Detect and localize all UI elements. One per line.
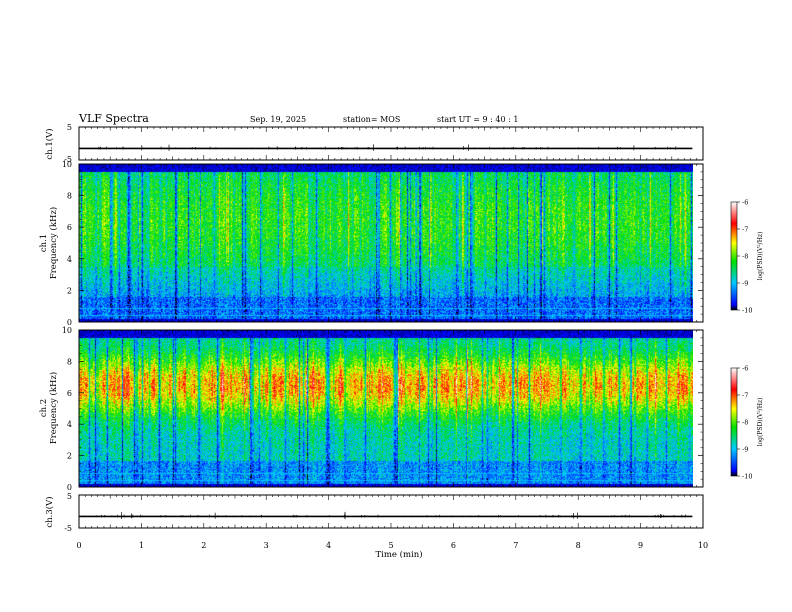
ch1-ytick-top: 5: [67, 123, 72, 132]
y-tick-label: 10: [62, 160, 72, 169]
ch2-spectrogram-panel: 0 2 4 6 8 10 ch.2 Frequency (kHz) -6 -7 -8 -9 -10…: [39, 326, 764, 492]
ch1-waveform-trace: [79, 144, 693, 151]
ch2-spectrogram-yticks: 0 2 4 6 8 10: [62, 326, 703, 492]
ch1-waveform-panel: 5 -5 ch.1(V): [44, 123, 704, 164]
x-tick-label: 2: [201, 541, 206, 550]
x-tick-label: 4: [326, 541, 331, 550]
colorbar-tick-label: -9: [742, 280, 748, 288]
y-tick-label: 2: [67, 286, 72, 295]
colorbar-tick-label: -10: [742, 473, 752, 481]
ch3-waveform-ylabel: ch.3(V): [44, 496, 55, 527]
ch2-colorbar: [730, 367, 738, 477]
ch2-colorbar-label: log(PSD)(V²/Hz): [757, 398, 764, 447]
ch2-ylabel-channel: ch.2: [39, 399, 49, 417]
colorbar-tick-label: -10: [742, 307, 752, 315]
x-tick-label: 0: [76, 541, 81, 550]
ch1-spectrogram-panel: 0 2 4 6 8 10 ch.1 Frequency (kHz) -6 -7 -8 -9 -10…: [39, 160, 764, 327]
header-station: station= MOS: [343, 115, 400, 124]
y-tick-label: 0: [67, 483, 72, 492]
header-start-time: start UT = 9 : 40 : 1: [437, 115, 518, 124]
time-axis-ticks: [78, 127, 704, 528]
ch1-ylabel-frequency: Frequency (kHz): [48, 207, 59, 279]
y-tick-label: 4: [67, 420, 72, 429]
ch3-ytick-top: 5: [67, 492, 72, 501]
x-tick-label: 6: [451, 541, 456, 550]
y-tick-label: 2: [67, 452, 72, 461]
time-axis-label: Time (min): [375, 549, 422, 560]
header-date: Sep. 19, 2025: [250, 115, 306, 124]
ch1-spectrogram-image: [79, 164, 693, 322]
y-tick-label: 8: [67, 192, 72, 201]
y-tick-label: 6: [67, 389, 72, 398]
ch3-waveform-panel: 5 -5 ch.3(V): [44, 492, 704, 533]
x-tick-label: 5: [388, 541, 393, 550]
time-axis-tick-labels: 0 1 2 3 4 5 6 7 8 9 10: [76, 541, 708, 550]
ch1-colorbar-ticks: -6 -7 -8 -9 -10: [737, 199, 752, 315]
ch1-colorbar-label: log(PSD)(V²/Hz): [757, 232, 764, 281]
ch1-spectrogram-yticks: 0 2 4 6 8 10: [62, 160, 703, 327]
ch1-colorbar: [730, 201, 738, 311]
ch2-ylabel-frequency: Frequency (kHz): [48, 372, 59, 444]
ch3-ytick-bottom: -5: [64, 524, 72, 533]
y-tick-label: 8: [67, 357, 72, 366]
y-tick-label: 6: [67, 223, 72, 232]
ch1-ytick-bottom: -5: [64, 155, 72, 164]
x-tick-label: 10: [698, 541, 708, 550]
y-tick-label: 0: [67, 318, 72, 327]
x-tick-label: 9: [638, 541, 643, 550]
ch2-spectrogram-image: [79, 330, 693, 487]
figure-title: VLF Spectra: [78, 112, 149, 125]
x-tick-label: 8: [576, 541, 581, 550]
colorbar-tick-label: -8: [742, 419, 748, 427]
colorbar-tick-label: -7: [742, 392, 748, 400]
ch1-waveform-ylabel: ch.1(V): [44, 128, 55, 159]
colorbar-tick-label: -6: [742, 365, 748, 373]
ch3-waveform-trace: [79, 511, 693, 520]
ch1-ylabel-channel: ch.1: [39, 234, 49, 252]
colorbar-tick-label: -6: [742, 199, 748, 207]
y-tick-label: 4: [67, 255, 72, 264]
colorbar-tick-label: -9: [742, 446, 748, 454]
x-tick-label: 1: [139, 541, 144, 550]
ch2-colorbar-ticks: -6 -7 -8 -9 -10: [737, 365, 752, 481]
x-tick-label: 3: [264, 541, 269, 550]
x-tick-label: 7: [513, 541, 518, 550]
colorbar-tick-label: -7: [742, 226, 748, 234]
y-tick-label: 10: [62, 326, 72, 335]
colorbar-tick-label: -8: [742, 253, 748, 261]
